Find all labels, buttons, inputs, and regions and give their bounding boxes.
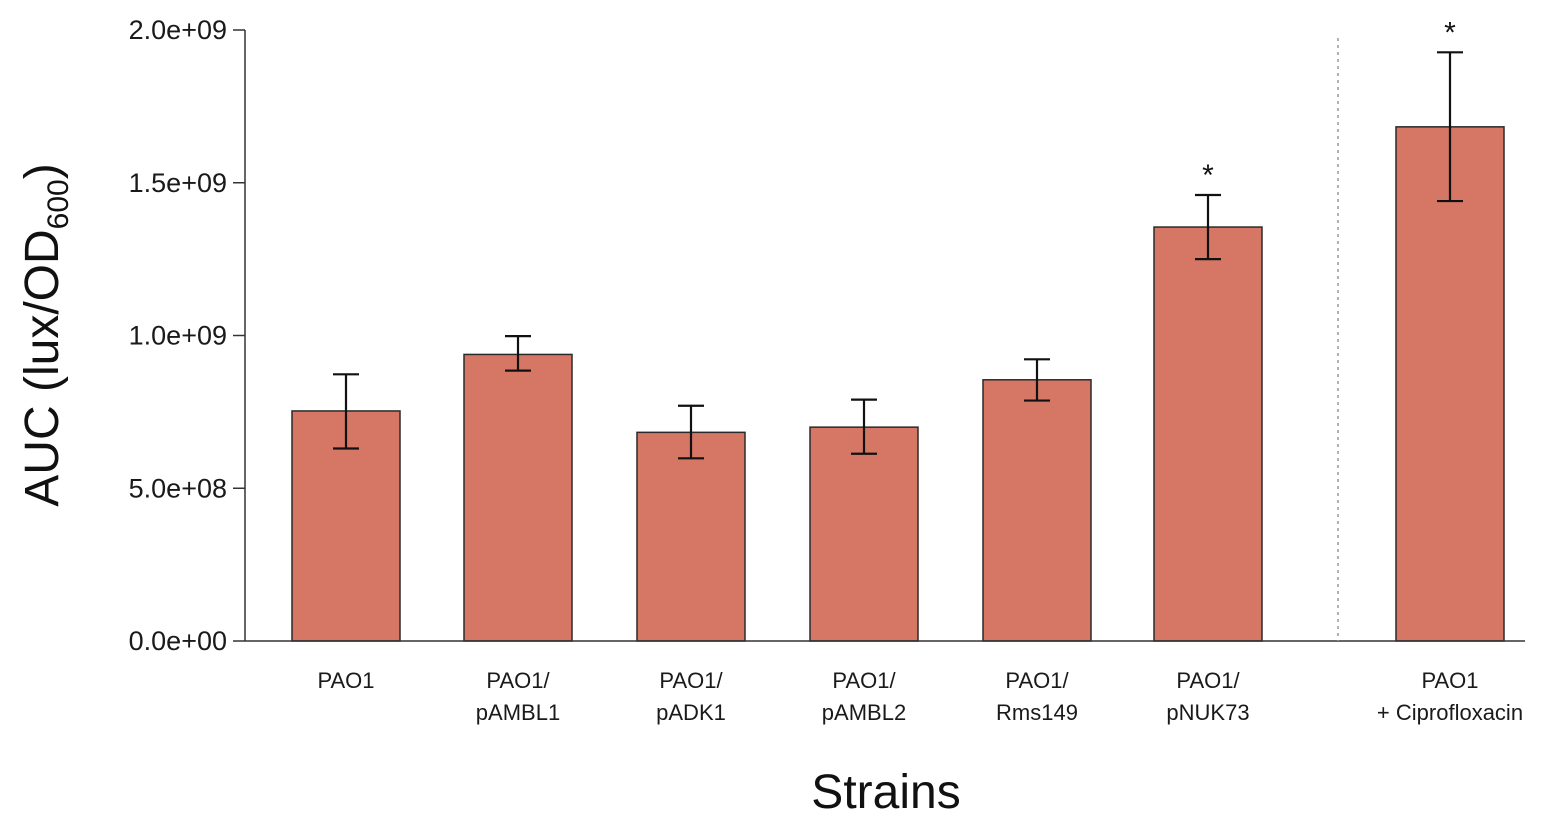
error-bar-5 [1195, 193, 1221, 261]
x-axis-title: Strains [811, 766, 960, 819]
x-category-label-0: PAO1 [317, 668, 374, 693]
y-axis: 0.0e+00 5.0e+08 1.0e+09 1.5e+09 2.0e+09 [129, 15, 1525, 656]
y-tick-label-2: 1.0e+09 [129, 321, 227, 351]
bar-4 [982, 379, 1092, 642]
error-bars-layer [333, 51, 1463, 460]
x-category-label-6: PAO1 + Ciprofloxacin [1377, 668, 1523, 725]
error-bar-2 [678, 404, 704, 460]
x-axis-categories: PAO1 PAO1/pAMBL1 PAO1/pADK1 PAO1/pAMBL2 PAO1… [317, 668, 1523, 725]
error-bar-0 [333, 373, 359, 450]
y-tick-label-3: 1.5e+09 [129, 168, 227, 198]
y-tick-label-0: 0.0e+00 [129, 626, 227, 656]
x-category-label-4: PAO1/Rms149 [996, 668, 1078, 725]
y-axis-title-main: AUC (lux/OD [16, 229, 69, 506]
x-category-label-3: PAO1/pAMBL2 [822, 668, 906, 725]
y-axis-title-suffix: ) [16, 163, 69, 179]
x-category-label-5: PAO1/pNUK73 [1166, 668, 1249, 725]
significance-mark-5: * [1202, 159, 1214, 192]
error-bar-6 [1437, 51, 1463, 203]
bar-2 [636, 431, 746, 642]
error-bar-1 [505, 335, 531, 372]
y-tick-label-4: 2.0e+09 [129, 15, 227, 45]
x-category-label-1: PAO1/pAMBL1 [476, 668, 560, 725]
bar-5 [1153, 226, 1263, 642]
bar-1 [463, 353, 573, 642]
bar-3 [809, 426, 919, 642]
x-category-label-2: PAO1/pADK1 [656, 668, 726, 725]
bars-layer [291, 126, 1505, 642]
error-bar-3 [851, 398, 877, 455]
significance-mark-6: * [1444, 16, 1456, 49]
significance-markers: ** [1202, 16, 1456, 192]
error-bar-4 [1024, 358, 1050, 402]
bar-6 [1395, 126, 1505, 642]
y-tick-label-1: 5.0e+08 [129, 473, 227, 503]
y-axis-title: AUC (lux/OD600) [16, 163, 75, 506]
y-axis-title-subscript: 600 [42, 179, 75, 229]
